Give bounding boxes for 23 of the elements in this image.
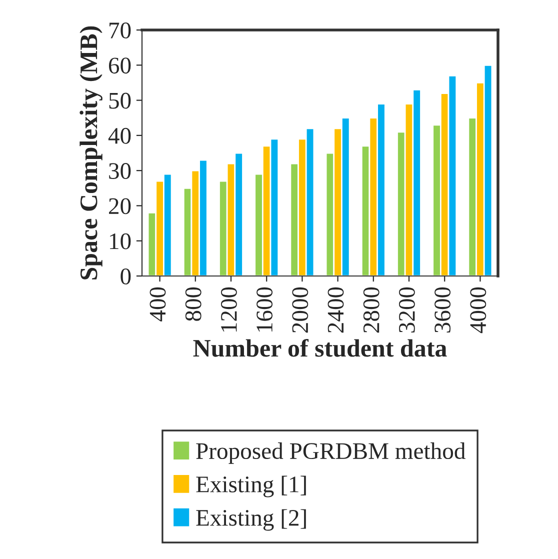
x-tick-label: 2000 [292, 287, 308, 333]
x-tick-label: 400 [150, 287, 166, 322]
x-tick-label: 2400 [328, 287, 344, 333]
y-tick-label: 70 [110, 22, 131, 38]
y-tick-label: 60 [108, 58, 131, 74]
y-tick-label: 10 [110, 233, 131, 250]
x-tick-label: 1600 [256, 287, 273, 332]
x-tick-label: 1200 [220, 287, 237, 332]
legend-label: Proposed PGRDBM method [196, 442, 466, 464]
x-tick-label: 2800 [363, 287, 380, 333]
y-tick-label: 50 [109, 92, 131, 109]
legend-label: Existing [2] [196, 509, 306, 531]
y-axis-title: Space Complexity (MB) [80, 26, 102, 280]
x-tick-label: 800 [185, 287, 202, 321]
x-tick-label: 3600 [434, 287, 451, 333]
x-tick-label: 4000 [470, 287, 486, 334]
y-tick-label: 40 [108, 128, 131, 144]
y-tick-label: 30 [109, 163, 131, 179]
legend-label: Existing [1] [196, 476, 306, 498]
x-tick-label: 3200 [398, 287, 415, 333]
x-axis-title: Number of student data [193, 338, 447, 357]
y-tick-label: 0 [120, 268, 131, 284]
y-tick-label: 20 [109, 198, 131, 214]
